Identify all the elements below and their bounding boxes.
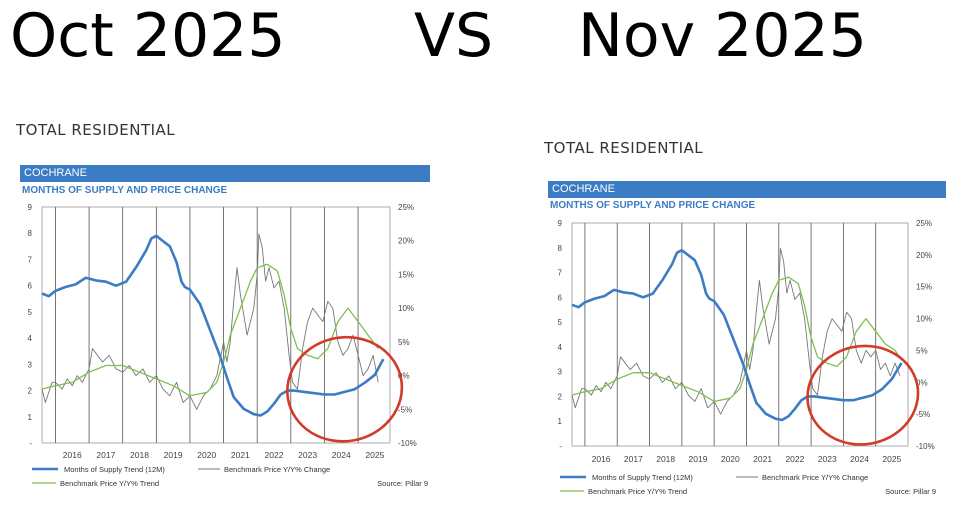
y-right-tick-label: 25% [916, 219, 932, 228]
y-left-tick-label: 9 [28, 203, 33, 212]
source-note: Source: Pillar 9 [885, 487, 936, 496]
x-tick-label: 2020 [721, 454, 740, 464]
chart-title: MONTHS OF SUPPLY AND PRICE CHANGE [22, 185, 228, 196]
y-left-tick-label: 4 [558, 343, 563, 352]
y-left-tick-label: 8 [558, 244, 563, 253]
chart-svg: 9 8 7 6 5 4 3 2 1 - 25% 20% 15% 10% 5% 0% -5% -10% 2016 201… [28, 203, 428, 488]
highlight-circle [286, 335, 404, 443]
x-tick-label: 2020 [197, 450, 216, 460]
y-left-tick-label: 3 [558, 368, 563, 377]
heading-left-period: Oct 2025 [10, 1, 286, 71]
area-bar: COCHRANE [20, 165, 430, 182]
x-tick-label: 2021 [231, 450, 250, 460]
plot-border [571, 222, 909, 447]
y-right-tick-label: 20% [916, 251, 932, 260]
plot-border [41, 206, 391, 444]
y-left-tick-label: 1 [28, 413, 33, 422]
series-line-price-trend [571, 276, 903, 403]
legend-label-supply: Months of Supply Trend (12M) [64, 465, 165, 474]
legend-label-price-trend: Benchmark Price Y/Y% Trend [60, 479, 159, 488]
chart-title: MONTHS OF SUPPLY AND PRICE CHANGE [550, 200, 756, 211]
legend-label-price-change: Benchmark Price Y/Y% Change [762, 473, 868, 482]
series-line-months-of-supply [41, 234, 385, 417]
heading-right-period: Nov 2025 [578, 1, 867, 71]
series-line-months-of-supply [571, 249, 903, 422]
x-tick-label: 2024 [850, 454, 869, 464]
x-tick-label: 2025 [365, 450, 384, 460]
x-tick-label: 2018 [656, 454, 675, 464]
section-title-right: TOTAL RESIDENTIAL [544, 139, 704, 157]
y-left-tick-label: 5 [558, 318, 563, 327]
legend-label-price-trend: Benchmark Price Y/Y% Trend [588, 487, 687, 496]
y-right-tick-label: 0% [916, 378, 928, 387]
y-left-tick-label: 2 [558, 392, 563, 401]
y-right-tick-label: 25% [398, 203, 414, 212]
legend-label-price-change: Benchmark Price Y/Y% Change [224, 465, 330, 474]
x-tick-label: 2022 [265, 450, 284, 460]
area-bar: COCHRANE [548, 181, 946, 198]
x-tick-label: 2019 [689, 454, 708, 464]
y-right-tick-label: -5% [398, 405, 412, 414]
series-line-price-trend [41, 263, 379, 397]
section-title-left: TOTAL RESIDENTIAL [16, 121, 176, 139]
x-tick-label: 2017 [96, 450, 115, 460]
y-right-tick-label: 10% [916, 315, 932, 324]
legend-label-supply: Months of Supply Trend (12M) [592, 473, 693, 482]
chart-panel-oct: COCHRANE MONTHS OF SUPPLY AND PRICE CHAN… [20, 165, 430, 495]
y-left-tick-label: 3 [28, 360, 33, 369]
y-left-tick-label: 7 [558, 269, 563, 278]
y-left-tick-label: 1 [558, 417, 563, 426]
series-line-price-change [41, 233, 379, 410]
y-right-tick-label: 10% [398, 304, 414, 313]
y-right-tick-label: -5% [916, 410, 930, 419]
y-left-tick-label: 8 [28, 229, 33, 238]
y-left-tick-label: 2 [28, 387, 33, 396]
x-tick-label: 2025 [882, 454, 901, 464]
chart-panel-nov: COCHRANE MONTHS OF SUPPLY AND PRICE CHAN… [548, 181, 946, 503]
x-tick-label: 2023 [818, 454, 837, 464]
y-left-tick-label: 7 [28, 255, 33, 264]
x-tick-label: 2018 [130, 450, 149, 460]
x-tick-label: 2023 [298, 450, 317, 460]
y-left-tick-label: 9 [558, 219, 563, 228]
heading-vs: VS [414, 1, 494, 71]
y-right-tick-label: 15% [398, 270, 414, 279]
x-tick-label: 2021 [753, 454, 772, 464]
source-note: Source: Pillar 9 [377, 479, 428, 488]
y-left-tick-label: - [559, 442, 562, 451]
y-left-tick-label: 6 [28, 282, 33, 291]
y-left-tick-label: 5 [28, 308, 33, 317]
y-right-tick-label: 5% [916, 346, 928, 355]
y-right-tick-label: 0% [398, 372, 410, 381]
x-tick-label: 2016 [592, 454, 611, 464]
x-tick-label: 2017 [624, 454, 643, 464]
x-tick-label: 2022 [785, 454, 804, 464]
y-left-tick-label: - [29, 439, 32, 448]
y-left-tick-label: 4 [28, 334, 33, 343]
x-tick-label: 2019 [164, 450, 183, 460]
y-right-tick-label: -10% [916, 442, 935, 451]
y-right-tick-label: 20% [398, 237, 414, 246]
y-right-tick-label: -10% [398, 439, 417, 448]
highlight-circle [806, 344, 920, 446]
x-tick-label: 2016 [63, 450, 82, 460]
x-tick-label: 2024 [332, 450, 351, 460]
y-left-tick-label: 6 [558, 293, 563, 302]
series-line-price-change [571, 248, 901, 415]
y-right-tick-label: 15% [916, 283, 932, 292]
chart-svg: 9 8 7 6 5 4 3 2 1 - 25% 20% 15% 10% 5% 0% -5% -10% 2016 201… [558, 219, 936, 496]
y-right-tick-label: 5% [398, 338, 410, 347]
